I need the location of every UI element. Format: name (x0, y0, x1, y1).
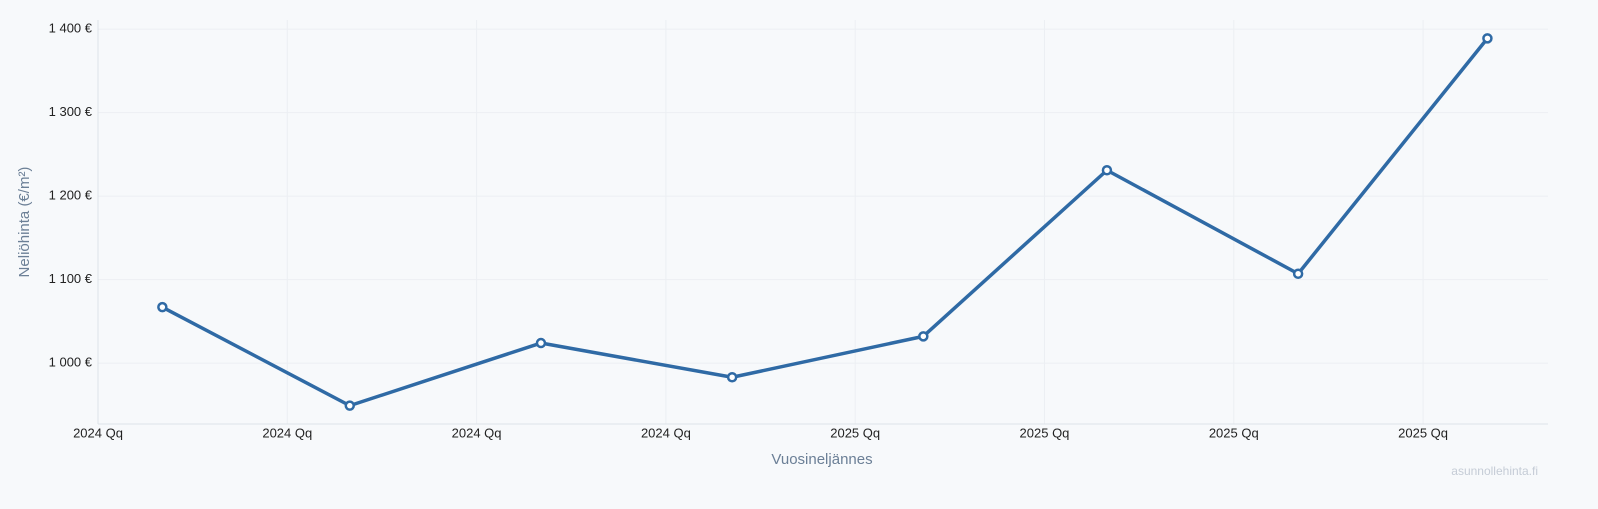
x-axis-title: Vuosineljännes (771, 451, 872, 468)
x-tick-label: 2025 Qq (1398, 425, 1448, 440)
y-tick-label: 1 000 € (49, 355, 93, 370)
y-tick-label: 1 100 € (49, 271, 93, 286)
point (918, 331, 929, 342)
x-tick-label: 2024 Qq (641, 425, 691, 440)
line (161, 37, 1489, 408)
x-tick-label: 2025 Qq (1020, 425, 1070, 440)
point (1101, 164, 1113, 176)
point (1292, 268, 1304, 280)
watermark: asunnollehinta.fi (1451, 464, 1538, 478)
point (344, 400, 356, 411)
y-axis-title: Neliöhinta (€/m²) (16, 167, 33, 278)
y-tick-label: 1 300 € (49, 104, 93, 119)
point (157, 301, 168, 313)
point (1482, 33, 1493, 44)
point (535, 337, 547, 349)
x-tick-label: 2024 Qq (452, 425, 502, 440)
x-tick-label: 2025 Qq (1209, 425, 1259, 440)
x-tick-label: 2024 Qq (73, 425, 123, 440)
point (726, 372, 738, 383)
y-tick-label: 1 200 € (49, 188, 93, 203)
x-tick-label: 2025 Qq (830, 425, 880, 440)
y-tick-label: 1 400 € (49, 21, 93, 36)
x-tick-label: 2024 Qq (262, 425, 312, 440)
